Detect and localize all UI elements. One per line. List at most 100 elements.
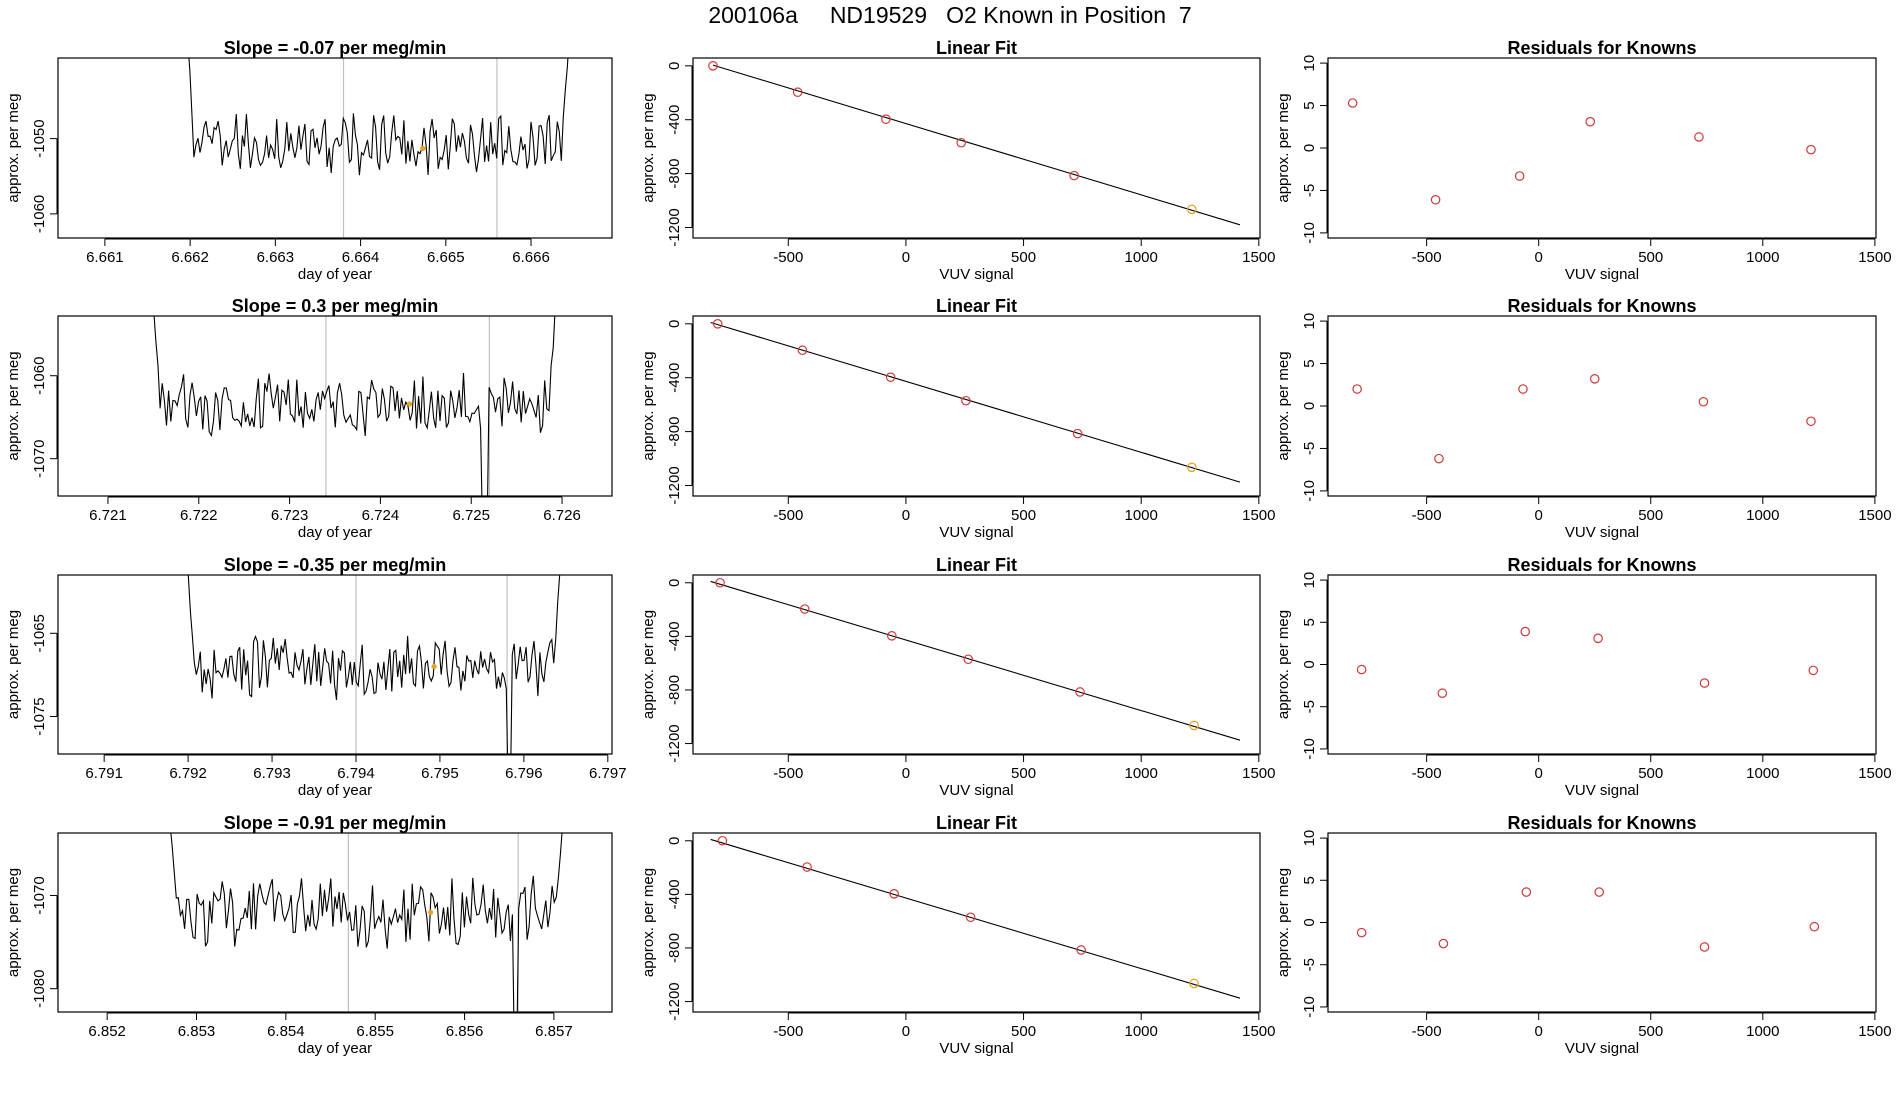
x-tick-label: 1500 (1242, 1023, 1275, 1040)
y-tick-label: -10 (1301, 480, 1318, 502)
y-axis-label: approx. per meg (1275, 868, 1292, 977)
y-axis: 10 5 0 -5 -10 approx. per meg (1275, 572, 1328, 760)
panel-linear-fit-row-3: Linear Fit -500 0 500 1000 1500 VUV signal 0 -40… (640, 555, 1276, 799)
x-tick-label: 0 (902, 507, 910, 524)
y-tick-label: -800 (666, 933, 683, 963)
panel-title: Linear Fit (936, 813, 1017, 833)
x-tick-label: 6.664 (342, 249, 380, 266)
y-tick-label: -10 (1301, 222, 1318, 244)
panel-linear-fit-row-1: Linear Fit -500 0 500 1000 1500 VUV signal 0 -40… (640, 38, 1276, 283)
y-axis-label: approx. per meg (1275, 93, 1292, 202)
y-tick-label: 5 (1301, 618, 1318, 626)
y-tick-label: 10 (1301, 572, 1318, 589)
panel-title: Residuals for Knowns (1507, 296, 1696, 316)
raw-signal-trace (153, 316, 556, 496)
y-tick-label: 5 (1301, 876, 1318, 884)
data-point (1589, 374, 1600, 384)
data-point (1593, 633, 1603, 644)
data-point (712, 319, 723, 329)
data-point (1594, 887, 1604, 897)
y-axis: 0 -400 -800 -1200 approx. per meg (640, 837, 693, 1021)
x-tick-label: 6.855 (356, 1023, 394, 1040)
y-axis: 0 -400 -800 -1200 approx. per meg (640, 579, 693, 763)
x-tick-label: 1000 (1746, 507, 1779, 524)
y-tick-label: -400 (666, 879, 683, 909)
x-axis: -500 0 500 1000 1500 VUV signal (773, 754, 1276, 799)
data-point (1076, 945, 1086, 955)
x-tick-label: 500 (1638, 507, 1663, 524)
x-tick-label: 500 (1011, 765, 1036, 782)
fit-line (712, 64, 1241, 226)
plot-frame (57, 57, 613, 239)
x-axis: -500 0 500 1000 1500 VUV signal (1412, 754, 1892, 799)
x-tick-label: 6.852 (88, 1023, 126, 1040)
panel-title: Residuals for Knowns (1507, 555, 1696, 575)
data-point (1514, 171, 1525, 181)
panel-title: Linear Fit (936, 38, 1017, 58)
panel-linear-fit-row-4: Linear Fit -500 0 500 1000 1500 VUV signal 0 -40… (640, 813, 1276, 1057)
y-tick-label: -1200 (666, 982, 683, 1020)
y-tick-label: -1060 (31, 195, 48, 233)
plot-area (188, 58, 569, 238)
y-tick-label: -5 (1301, 700, 1318, 713)
y-tick-label: 10 (1301, 830, 1318, 847)
data-point (797, 345, 808, 356)
y-axis-label: approx. per meg (5, 868, 22, 977)
x-tick-label: 6.726 (543, 507, 581, 524)
plot-frame (1327, 832, 1877, 1013)
x-axis: -500 0 500 1000 1500 VUV signal (1412, 1012, 1892, 1057)
panel-residuals-row-2: Residuals for Knowns -500 0 500 1000 1500 VUV … (1275, 296, 1892, 541)
panel-title: Linear Fit (936, 296, 1017, 316)
known-data-point (1189, 978, 1199, 989)
y-tick-label: -1200 (666, 466, 683, 504)
x-tick-label: 6.794 (337, 765, 375, 782)
data-point (956, 137, 967, 148)
plot-frame (692, 832, 1261, 1013)
x-tick-label: 1000 (1746, 1023, 1779, 1040)
plot-area (1352, 374, 1816, 464)
x-tick-label: 6.725 (452, 507, 490, 524)
x-tick-label: 6.722 (180, 507, 218, 524)
known-sample-marker (428, 909, 434, 915)
data-point (1072, 428, 1083, 439)
x-tick-label: 500 (1638, 765, 1663, 782)
data-point (1356, 927, 1367, 938)
x-tick-label: 6.793 (253, 765, 291, 782)
x-tick-label: 6.665 (427, 249, 465, 266)
x-tick-label: -500 (773, 249, 803, 266)
x-tick-label: -500 (1412, 765, 1442, 782)
plot-area (710, 319, 1241, 483)
data-point (885, 372, 896, 382)
plot-area (708, 61, 1241, 226)
y-tick-label: 0 (1301, 402, 1318, 410)
fit-line (710, 838, 1241, 999)
x-axis: 6.791 6.792 6.793 6.794 6.795 6.796 6.797 day o… (85, 754, 627, 799)
y-axis: -1080 -1070 approx. per meg (5, 868, 58, 1008)
y-tick-label: -1075 (31, 697, 48, 735)
x-tick-label: 6.853 (178, 1023, 216, 1040)
y-tick-label: -10 (1301, 996, 1318, 1018)
y-tick-label: -400 (666, 105, 683, 135)
x-tick-label: 6.857 (535, 1023, 573, 1040)
y-axis-label: approx. per meg (5, 351, 22, 460)
x-axis-label: VUV signal (939, 266, 1013, 283)
data-point (1438, 938, 1449, 949)
y-tick-label: -400 (666, 363, 683, 393)
known-sample-marker (406, 401, 413, 407)
panel-title: Residuals for Knowns (1507, 38, 1696, 58)
x-tick-label: 0 (1535, 765, 1543, 782)
plot-frame (57, 832, 613, 1013)
x-tick-label: 6.792 (169, 765, 207, 782)
plot-area (1356, 887, 1820, 952)
x-axis: 6.852 6.853 6.854 6.855 6.856 6.857 day of yea… (88, 1012, 573, 1057)
y-tick-label: 10 (1301, 313, 1318, 330)
known-sample-marker (431, 663, 437, 670)
plot-frame (1327, 57, 1877, 239)
x-axis-label: VUV signal (1565, 266, 1639, 283)
known-data-point (1186, 462, 1197, 473)
x-tick-label: 1500 (1858, 1023, 1891, 1040)
panel-residuals-row-3: Residuals for Knowns -500 0 500 1000 1500 VUV … (1275, 555, 1892, 799)
data-point (1694, 132, 1704, 142)
panel-time-series-row-1: Slope = -0.07 per meg/min 6.661 6.662 6.663… (5, 38, 613, 283)
